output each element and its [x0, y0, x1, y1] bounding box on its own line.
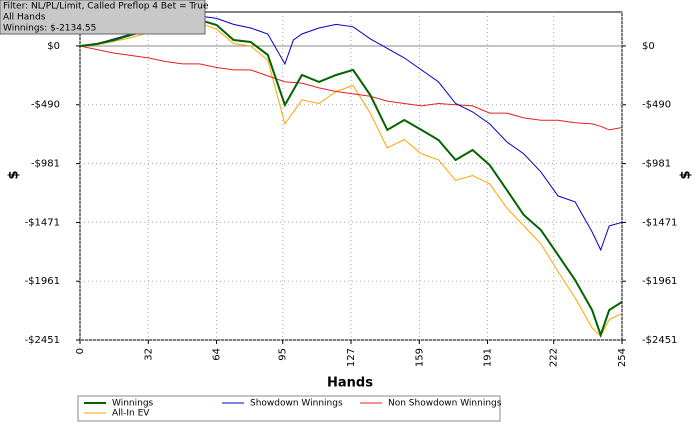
- y2-tick-label: -$1471: [642, 217, 677, 228]
- x-tick-label: 0: [75, 348, 86, 354]
- legend-label: Showdown Winnings: [250, 399, 343, 409]
- x-axis-label: Hands: [327, 376, 373, 391]
- y-tick-label: -$490: [31, 100, 60, 111]
- legend-label: Non Showdown Winnings: [388, 399, 502, 409]
- x-tick-label: 159: [414, 348, 425, 367]
- y2-tick-label: $0: [642, 41, 655, 52]
- y-tick-label: -$981: [31, 159, 60, 170]
- y-tick-label: $0: [47, 41, 60, 52]
- y2-tick-label: -$490: [642, 100, 671, 111]
- info-text: Winnings: $-2134.55: [3, 24, 96, 34]
- x-tick-label: 127: [346, 348, 357, 367]
- x-tick-label: 191: [483, 348, 494, 367]
- info-text: Filter: NL/PL/Limit, Called Preflop 4 Be…: [3, 2, 209, 12]
- y2-tick-label: -$981: [642, 159, 671, 170]
- y2-tick-label: -$2451: [642, 335, 677, 346]
- x-tick-label: 222: [549, 348, 560, 367]
- y-tick-label: -$1961: [25, 276, 60, 287]
- y-axis-label: $: [7, 170, 22, 179]
- info-text: All Hands: [3, 13, 46, 23]
- x-tick-label: 254: [617, 348, 628, 367]
- info-box: [0, 0, 206, 35]
- y-tick-label: -$1471: [25, 217, 60, 228]
- series-line: [80, 45, 622, 131]
- y2-axis-label: $: [679, 170, 694, 179]
- x-tick-label: 64: [212, 348, 223, 361]
- x-tick-label: 95: [278, 348, 289, 361]
- legend-label: All-In EV: [112, 409, 150, 419]
- legend-label: Winnings: [112, 399, 154, 409]
- y-tick-label: -$2451: [25, 335, 60, 346]
- x-tick-label: 32: [143, 348, 154, 361]
- legend-box: [77, 395, 501, 422]
- y2-tick-label: -$1961: [642, 276, 677, 287]
